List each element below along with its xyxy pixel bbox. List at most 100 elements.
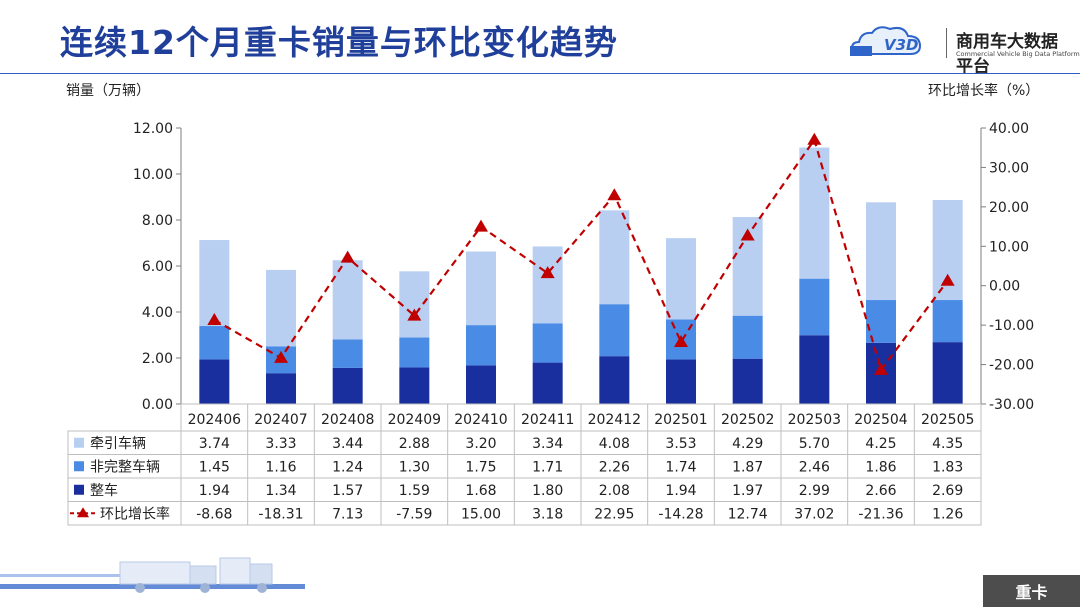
x-tick-label: 202502 xyxy=(721,412,774,428)
legend-swatch xyxy=(74,461,84,472)
table-cell-value: 1.71 xyxy=(532,459,563,475)
x-tick-label: 202411 xyxy=(521,412,574,428)
bar-segment xyxy=(399,367,430,404)
table-cell-value: 7.13 xyxy=(332,506,363,522)
bar-segment xyxy=(599,210,630,305)
bar-segment xyxy=(466,251,496,326)
y-tick-label: 12.00 xyxy=(133,121,173,137)
truck-decoration-icon xyxy=(0,557,305,593)
truck-cloud-logo-icon: V3D xyxy=(850,26,922,56)
x-tick-label: 202412 xyxy=(588,412,641,428)
growth-rate-point xyxy=(940,273,955,286)
table-cell-value: 1.24 xyxy=(332,459,363,475)
y2-tick-label: -20.00 xyxy=(989,358,1034,374)
table-cell-value: 5.70 xyxy=(799,436,830,452)
y-tick-label: 8.00 xyxy=(142,213,173,229)
brand-logo: V3D 商用车大数据平台 Commercial Vehicle Big Data… xyxy=(848,20,1080,77)
bar-segment xyxy=(732,358,763,404)
y2-tick-label: 20.00 xyxy=(989,200,1029,216)
y-axis-label-left: 销量（万辆） xyxy=(66,83,150,99)
bar-segment xyxy=(266,373,296,404)
y-tick-label: 0.00 xyxy=(142,397,173,413)
y-tick-label: 6.00 xyxy=(142,259,173,275)
y2-tick-label: 30.00 xyxy=(989,160,1029,176)
table-cell-value: 3.18 xyxy=(532,506,563,522)
legend-label: 非完整车辆 xyxy=(90,458,160,475)
table-cell-value: 4.25 xyxy=(865,436,896,452)
table-cell-value: -18.31 xyxy=(258,506,303,522)
legend-marker xyxy=(77,507,89,518)
x-tick-label: 202408 xyxy=(321,412,374,428)
growth-rate-point xyxy=(674,335,688,348)
bar-segment xyxy=(666,359,696,404)
growth-rate-point xyxy=(607,188,622,201)
table-cell-value: 3.33 xyxy=(265,436,296,452)
table-cell-value: 15.00 xyxy=(461,506,501,522)
growth-rate-point xyxy=(807,132,822,145)
section-tab[interactable]: 重卡 xyxy=(983,575,1080,607)
table-cell-value: -21.36 xyxy=(858,506,903,522)
table-cell-value: 3.74 xyxy=(199,436,230,452)
y-tick-label: 2.00 xyxy=(142,351,173,367)
table-cell-value: -7.59 xyxy=(396,506,432,522)
table-cell-value: 2.26 xyxy=(599,459,630,475)
table-cell-value: 1.74 xyxy=(665,459,696,475)
bar-segment xyxy=(599,304,630,357)
table-cell-value: 1.68 xyxy=(465,483,496,499)
header-divider xyxy=(0,73,1080,74)
table-cell-value: 1.45 xyxy=(199,459,230,475)
bar-segment xyxy=(532,246,563,324)
table-cell-value: 1.34 xyxy=(265,483,296,499)
table-cell-value: 2.88 xyxy=(399,436,430,452)
table-cell-value: 1.57 xyxy=(332,483,363,499)
table-cell-value: 1.83 xyxy=(932,459,963,475)
bar-segment xyxy=(266,269,296,347)
growth-rate-line xyxy=(213,137,949,373)
legend-label: 整车 xyxy=(90,482,118,499)
bar-segment xyxy=(332,339,363,368)
page-title: 连续12个月重卡销量与环比变化趋势 xyxy=(60,23,618,62)
table-cell-value: -14.28 xyxy=(658,506,703,522)
logo-divider xyxy=(946,28,947,58)
table-cell-value: 1.94 xyxy=(199,483,230,499)
table-cell-value: 4.08 xyxy=(599,436,630,452)
table-cell-value: 1.75 xyxy=(465,459,496,475)
y2-tick-label: -30.00 xyxy=(989,397,1034,413)
table-cell-value: 3.53 xyxy=(665,436,696,452)
bar-segment xyxy=(932,342,963,404)
y2-tick-label: 40.00 xyxy=(989,121,1029,137)
x-tick-label: 202410 xyxy=(454,412,507,428)
table-cell-value: 37.02 xyxy=(794,506,834,522)
bar-segment xyxy=(399,271,430,338)
growth-rate-point xyxy=(207,312,222,325)
table-cell-value: 12.74 xyxy=(728,506,768,522)
y2-tick-label: 0.00 xyxy=(989,279,1020,295)
bar-segment xyxy=(199,326,230,360)
bar-segment xyxy=(466,365,496,404)
growth-rate-point xyxy=(274,350,288,363)
x-tick-label: 202504 xyxy=(854,412,908,428)
legend-swatch xyxy=(74,484,84,495)
table-cell-value: 1.97 xyxy=(732,483,763,499)
bar-segment xyxy=(732,315,763,359)
bar-segment xyxy=(332,260,363,340)
table-cell-value: 2.46 xyxy=(799,459,830,475)
table-cell-value: 2.66 xyxy=(865,483,896,499)
x-tick-label: 202406 xyxy=(188,412,242,428)
table-cell-value: 4.35 xyxy=(932,436,963,452)
bar-segment xyxy=(866,202,896,301)
table-cell-value: 1.16 xyxy=(265,459,296,475)
bar-segment xyxy=(532,323,563,363)
y-axis-label-right: 环比增长率（%） xyxy=(928,83,1040,99)
table-cell-value: 1.86 xyxy=(865,459,896,475)
table-cell-value: 4.29 xyxy=(732,436,763,452)
y2-tick-label: 10.00 xyxy=(989,239,1029,255)
bar-segment xyxy=(799,147,830,279)
growth-rate-point xyxy=(407,308,422,321)
table-cell-value: 2.08 xyxy=(599,483,630,499)
table-cell-value: 1.26 xyxy=(932,506,963,522)
table-cell-value: 3.20 xyxy=(465,436,496,452)
table-cell-value: 3.44 xyxy=(332,436,363,452)
y2-tick-label: -10.00 xyxy=(989,318,1034,334)
